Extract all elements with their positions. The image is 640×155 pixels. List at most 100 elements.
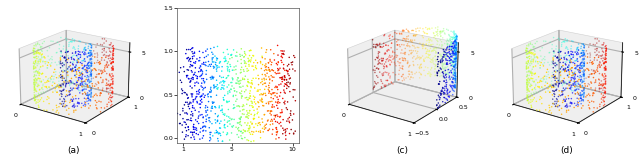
Point bbox=[276, 83, 286, 85]
Point bbox=[273, 115, 283, 118]
Point bbox=[212, 84, 223, 86]
Point bbox=[187, 87, 197, 89]
Point bbox=[263, 101, 273, 103]
Point bbox=[270, 95, 280, 97]
Point bbox=[237, 77, 248, 80]
Point bbox=[277, 50, 287, 52]
Point bbox=[271, 114, 281, 117]
Point bbox=[283, 70, 293, 72]
Point bbox=[276, 109, 287, 111]
Point bbox=[218, 131, 228, 133]
Point bbox=[184, 128, 194, 131]
Point bbox=[172, 112, 182, 115]
Point bbox=[188, 76, 198, 79]
Point bbox=[212, 88, 223, 90]
Point bbox=[177, 81, 187, 84]
Point bbox=[241, 96, 252, 99]
Point bbox=[227, 77, 237, 79]
Point bbox=[206, 110, 216, 112]
Point bbox=[209, 101, 219, 104]
Point bbox=[241, 130, 251, 132]
Point bbox=[188, 93, 198, 95]
Point bbox=[226, 81, 236, 84]
Point bbox=[210, 105, 220, 108]
Point bbox=[257, 56, 268, 59]
Point bbox=[262, 69, 272, 71]
Point bbox=[246, 113, 256, 115]
Point bbox=[263, 119, 273, 121]
Point bbox=[214, 122, 225, 125]
Point bbox=[184, 77, 194, 80]
Point bbox=[281, 107, 291, 109]
Point bbox=[278, 118, 288, 121]
Point bbox=[243, 85, 253, 88]
Point bbox=[223, 53, 234, 55]
Point bbox=[180, 91, 190, 94]
Point bbox=[253, 122, 264, 124]
Point bbox=[267, 106, 277, 108]
Point bbox=[207, 77, 217, 79]
Point bbox=[186, 48, 196, 51]
Point bbox=[227, 81, 237, 84]
Point bbox=[246, 86, 256, 89]
Point bbox=[225, 63, 235, 66]
Point bbox=[262, 110, 273, 112]
Point bbox=[232, 98, 242, 100]
Point bbox=[200, 125, 211, 128]
Point bbox=[230, 106, 240, 109]
Point bbox=[235, 110, 245, 112]
Point bbox=[208, 56, 218, 59]
Point bbox=[228, 78, 238, 81]
Point bbox=[235, 53, 245, 56]
Point bbox=[209, 67, 219, 69]
Point bbox=[188, 128, 198, 131]
Point bbox=[224, 100, 234, 103]
Point bbox=[193, 122, 204, 125]
Point bbox=[228, 124, 239, 127]
Point bbox=[249, 98, 259, 101]
Point bbox=[235, 118, 245, 120]
Point bbox=[257, 118, 267, 120]
Point bbox=[282, 87, 292, 90]
Point bbox=[272, 96, 282, 98]
Point bbox=[244, 112, 254, 114]
Point bbox=[272, 114, 282, 116]
Point bbox=[223, 91, 233, 93]
Point bbox=[195, 106, 205, 109]
Point bbox=[263, 129, 273, 132]
Point bbox=[253, 101, 263, 103]
Point bbox=[273, 69, 283, 72]
Point bbox=[257, 121, 268, 124]
Point bbox=[280, 75, 290, 77]
Point bbox=[232, 77, 243, 79]
Point bbox=[207, 105, 217, 108]
Point bbox=[272, 64, 282, 66]
Point bbox=[231, 73, 241, 75]
Point bbox=[273, 54, 283, 56]
Point bbox=[239, 60, 250, 62]
Point bbox=[186, 131, 196, 133]
Point bbox=[260, 63, 271, 65]
Point bbox=[217, 108, 227, 111]
Point bbox=[239, 78, 250, 80]
Point bbox=[202, 48, 212, 50]
Point bbox=[284, 85, 294, 88]
Point bbox=[213, 133, 223, 135]
Point bbox=[199, 125, 209, 127]
Point bbox=[210, 119, 220, 121]
Point bbox=[273, 130, 283, 133]
Point bbox=[277, 78, 287, 80]
Point bbox=[186, 117, 196, 120]
Point bbox=[214, 66, 224, 68]
Point bbox=[201, 50, 211, 52]
Point bbox=[197, 113, 207, 116]
Point bbox=[282, 120, 292, 122]
Point bbox=[206, 107, 216, 109]
Point bbox=[213, 114, 223, 117]
Point bbox=[229, 90, 239, 92]
Point bbox=[237, 95, 248, 97]
Point bbox=[232, 82, 242, 85]
Point bbox=[205, 138, 216, 140]
Point bbox=[188, 126, 198, 129]
Point bbox=[205, 88, 216, 90]
